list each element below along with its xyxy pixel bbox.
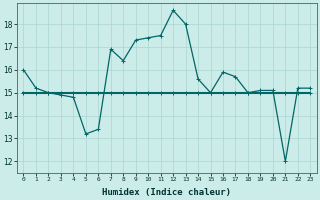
X-axis label: Humidex (Indice chaleur): Humidex (Indice chaleur): [102, 188, 231, 197]
